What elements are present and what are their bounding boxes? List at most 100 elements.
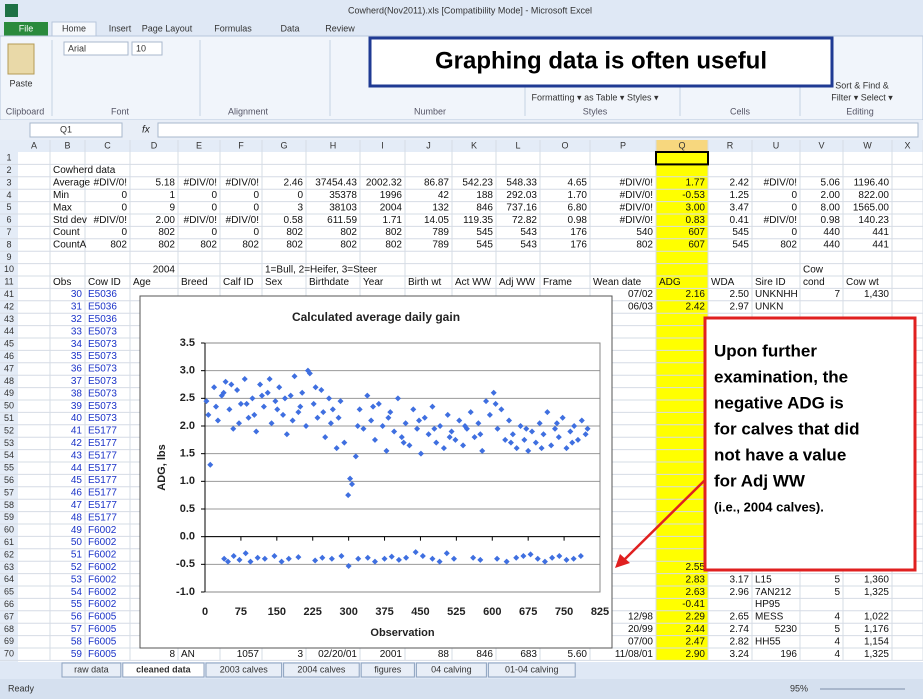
- sheet-tab-label[interactable]: 2004 calves: [297, 664, 346, 674]
- formula-input[interactable]: [157, 122, 919, 138]
- y-axis-label: ADG, lbs: [156, 444, 168, 490]
- data-point: [549, 554, 556, 561]
- cell: 292.03: [506, 190, 537, 201]
- column-header: H: [330, 140, 337, 150]
- cell: 545: [476, 240, 493, 251]
- data-point: [577, 553, 584, 560]
- editing-label[interactable]: Filter ▾ Select ▾: [831, 92, 893, 102]
- cell: 0: [253, 202, 259, 213]
- cell: 2001: [380, 649, 403, 660]
- row-header: 49: [4, 388, 14, 398]
- font-box[interactable]: [63, 41, 129, 56]
- data-point: [303, 423, 310, 429]
- ribbon-tab[interactable]: Home: [62, 23, 86, 33]
- fx-label[interactable]: fx: [142, 125, 151, 136]
- data-point: [570, 555, 577, 562]
- cell: Age: [133, 277, 151, 288]
- paste-label[interactable]: Paste: [9, 78, 32, 88]
- sheet-tab-label[interactable]: 04 calving: [431, 664, 472, 674]
- sheet-tab-label[interactable]: raw data: [74, 664, 109, 674]
- cell: F6005: [88, 636, 117, 647]
- cell: 48: [71, 512, 83, 523]
- font-name[interactable]: Arial: [68, 43, 86, 53]
- sheet-tab-label[interactable]: 01-04 calving: [505, 664, 559, 674]
- name-box[interactable]: [29, 122, 123, 138]
- row-header: 56: [4, 475, 14, 485]
- sheet-tab[interactable]: [360, 662, 415, 678]
- cell: 802: [242, 240, 259, 251]
- selected-cell[interactable]: [655, 151, 709, 166]
- cell: 441: [872, 240, 889, 251]
- data-point: [584, 425, 591, 432]
- ribbon-tab[interactable]: Formulas: [214, 23, 252, 33]
- data-point: [328, 555, 335, 562]
- cell: 46: [71, 488, 83, 499]
- cell: -0.41: [682, 599, 705, 610]
- column-header: U: [773, 140, 780, 150]
- data-point: [475, 420, 482, 427]
- sheet-tab[interactable]: [283, 662, 360, 678]
- cell: Breed: [181, 277, 208, 288]
- zoom-level[interactable]: 95%: [790, 683, 808, 693]
- cell: Sire ID: [755, 277, 786, 288]
- styles-label[interactable]: Formatting ▾ as Table ▾ Styles ▾: [532, 92, 659, 102]
- file-tab[interactable]: [4, 22, 48, 36]
- ribbon-tab[interactable]: Review: [325, 23, 355, 33]
- row-header: 66: [4, 599, 14, 609]
- row-header: 41: [4, 289, 14, 299]
- sheet-tab-label[interactable]: 2003 calves: [220, 664, 269, 674]
- cell: 196: [780, 649, 797, 660]
- data-point: [385, 414, 392, 421]
- cell: E5177: [88, 463, 117, 474]
- size-box[interactable]: [131, 41, 163, 56]
- cell: F6005: [88, 649, 117, 660]
- y-tick-label: 0.0: [180, 531, 195, 543]
- sheet-tab-label[interactable]: figures: [374, 664, 402, 674]
- sheet-tab[interactable]: [415, 662, 487, 678]
- x-tick-label: 300: [339, 606, 357, 618]
- sheet-tab[interactable]: [205, 662, 283, 678]
- cell: 43: [71, 450, 83, 461]
- sheet-tab[interactable]: [122, 662, 205, 678]
- data-point: [364, 392, 371, 399]
- cell: 33: [71, 326, 83, 337]
- ribbon-tabs: File Home Insert Page Layout Formulas Data Rev…: [19, 23, 356, 33]
- cell: Frame: [543, 277, 572, 288]
- cell: Count: [53, 227, 80, 238]
- data-point: [291, 373, 298, 380]
- cell: 737.16: [506, 202, 537, 213]
- paste-icon[interactable]: [7, 43, 35, 75]
- data-point: [421, 414, 428, 421]
- ribbon-tab[interactable]: Insert: [109, 23, 132, 33]
- column-header: L: [515, 140, 520, 150]
- font-size[interactable]: 10: [136, 43, 146, 53]
- cell: 119.35: [463, 215, 493, 226]
- data-point: [230, 553, 237, 560]
- cell: E5177: [88, 450, 117, 461]
- sheet-tab[interactable]: [61, 662, 122, 678]
- cell: 1.70: [568, 190, 588, 201]
- cell: 42: [438, 190, 450, 201]
- data-point: [544, 409, 551, 416]
- y-tick-label: 0.5: [180, 503, 195, 515]
- highlight-column: [656, 152, 708, 661]
- ribbon-tab[interactable]: File: [19, 23, 34, 33]
- row-header: 69: [4, 636, 14, 646]
- editing-label[interactable]: Sort & Find &: [835, 80, 889, 90]
- sheet-tab[interactable]: [487, 662, 576, 678]
- data-point: [337, 398, 344, 405]
- cell: WDA: [711, 277, 735, 288]
- ribbon-tab[interactable]: Data: [280, 23, 299, 33]
- cell: 1,430: [864, 289, 889, 300]
- sheet-tab-label[interactable]: cleaned data: [136, 664, 192, 674]
- data-point: [370, 403, 377, 410]
- name-box-text[interactable]: Q1: [60, 124, 72, 134]
- row-header: 46: [4, 351, 14, 361]
- column-header: K: [471, 140, 477, 150]
- ribbon-tab[interactable]: Page Layout: [142, 23, 193, 33]
- cell: 35: [71, 351, 83, 362]
- y-tick-label: 2.5: [180, 392, 195, 404]
- data-point: [237, 400, 244, 407]
- cell: 56: [71, 612, 83, 623]
- data-point: [285, 555, 292, 562]
